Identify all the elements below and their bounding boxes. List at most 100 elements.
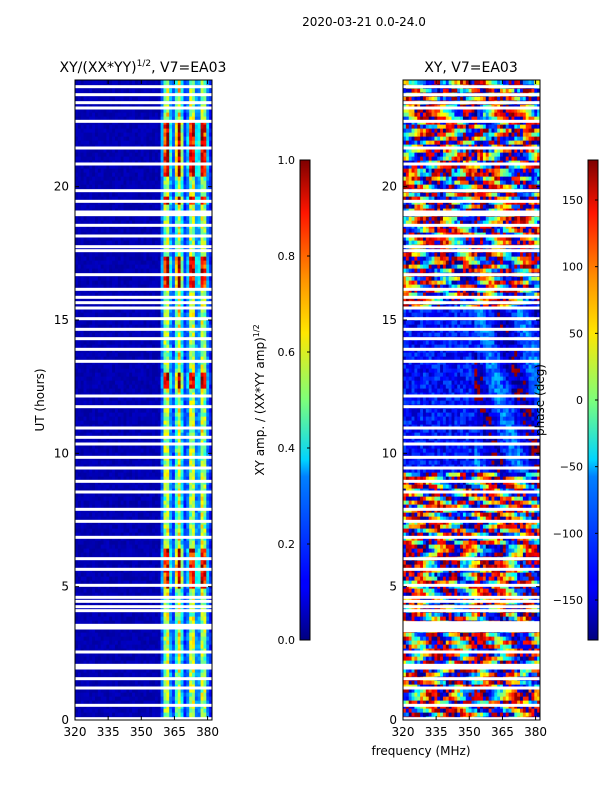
left-heatmap-cell [97,680,102,685]
left-heatmap-cell [100,636,105,641]
left-heatmap-cell [112,612,116,617]
left-heatmap-cell [172,500,176,505]
left-heatmap-cell [149,708,153,713]
left-heatmap-cell [160,332,165,337]
left-heatmap-cell [77,496,82,501]
left-heatmap-cell [203,364,207,369]
left-heatmap-cell [132,420,136,425]
left-heatmap-cell [94,464,99,469]
left-heatmap-cell [106,648,110,653]
left-heatmap-cell [86,396,90,401]
left-heatmap-cell [123,380,127,385]
left-heatmap-cell [120,488,125,493]
left-heatmap-cell [203,680,207,685]
left-heatmap-cell [203,712,207,717]
left-heatmap-cell [137,444,142,449]
left-heatmap-cell [100,644,105,649]
left-heatmap-cell [203,700,207,705]
left-heatmap-cell [152,504,156,509]
left-heatmap-cell [189,460,193,465]
left-heatmap-cell [154,396,159,401]
left-heatmap-cell [186,548,190,553]
left-heatmap-cell [94,524,99,529]
left-heatmap-cell [134,324,139,329]
left-heatmap-cell [209,616,212,621]
left-heatmap-cell [174,368,179,373]
left-heatmap-cell [177,672,182,677]
left-heatmap-cell [152,424,156,429]
left-heatmap-cell [86,512,90,517]
left-heatmap-cell [109,308,113,313]
left-heatmap-cell [209,668,212,673]
left-heatmap-cell [120,412,125,417]
left-heatmap-cell [92,416,96,421]
left-heatmap-cell [186,524,190,529]
left-heatmap-cell [200,640,205,645]
left-heatmap-cell [92,472,96,477]
left-heatmap-cell [134,660,139,665]
left-heatmap-cell [197,432,202,437]
left-heatmap-cell [114,324,119,329]
left-heatmap-cell [209,688,212,693]
left-heatmap-cell [97,504,102,509]
left-heatmap-cell [97,384,102,389]
left-heatmap-cell [92,552,96,557]
left-heatmap-cell [206,472,210,477]
left-heatmap-cell [129,340,133,345]
left-heatmap-cell [194,472,199,477]
left-heatmap-cell [86,708,90,713]
left-heatmap-cell [120,304,125,309]
left-heatmap-cell [200,700,205,705]
left-heatmap-cell [163,376,167,381]
left-heatmap-cell [163,428,167,433]
left-heatmap-cell [163,672,167,677]
left-heatmap-cell [174,312,179,317]
left-heatmap-cell [143,532,147,537]
left-heatmap-cell [129,396,133,401]
left-heatmap-cell [163,364,167,369]
left-heatmap-cell [140,660,145,665]
left-heatmap-cell [117,412,122,417]
left-heatmap-cell [169,440,173,445]
left-heatmap-cell [137,636,142,641]
left-heatmap-cell [143,388,147,393]
left-heatmap-cell [137,656,142,661]
left-heatmap-cell [100,688,105,693]
left-heatmap-cell [109,580,113,585]
left-heatmap-cell [180,372,185,377]
left-heatmap-cell [200,396,205,401]
left-heatmap-cell [97,696,102,701]
left-heatmap-cell [154,592,159,597]
left-heatmap-cell [152,552,156,557]
left-heatmap-cell [109,428,113,433]
left-heatmap-cell [86,312,90,317]
left-heatmap-cell [174,640,179,645]
left-heatmap-cell [97,372,102,377]
left-heatmap-cell [97,440,102,445]
left-heatmap-cell [186,668,190,673]
left-heatmap-cell [180,628,185,633]
left-heatmap-cell [126,460,130,465]
left-heatmap-cell [152,416,156,421]
left-heatmap-cell [117,540,122,545]
left-heatmap-cell [120,332,125,337]
left-heatmap-cell [146,312,150,317]
left-heatmap-cell [197,428,202,433]
left-heatmap-cell [206,488,210,493]
left-heatmap-cell [75,408,79,413]
left-heatmap-cell [123,448,127,453]
left-heatmap-cell [200,332,205,337]
left-heatmap-cell [94,488,99,493]
left-heatmap-cell [106,432,110,437]
left-heatmap-cell [106,380,110,385]
left-heatmap-cell [197,496,202,501]
left-heatmap-cell [112,540,116,545]
left-heatmap-cell [206,324,210,329]
left-heatmap-cell [152,500,156,505]
left-heatmap-cell [172,372,176,377]
left-heatmap-cell [117,680,122,685]
left-heatmap-cell [157,588,162,593]
left-heatmap-cell [172,692,176,697]
left-heatmap-cell [129,656,133,661]
left-heatmap-cell [180,412,185,417]
